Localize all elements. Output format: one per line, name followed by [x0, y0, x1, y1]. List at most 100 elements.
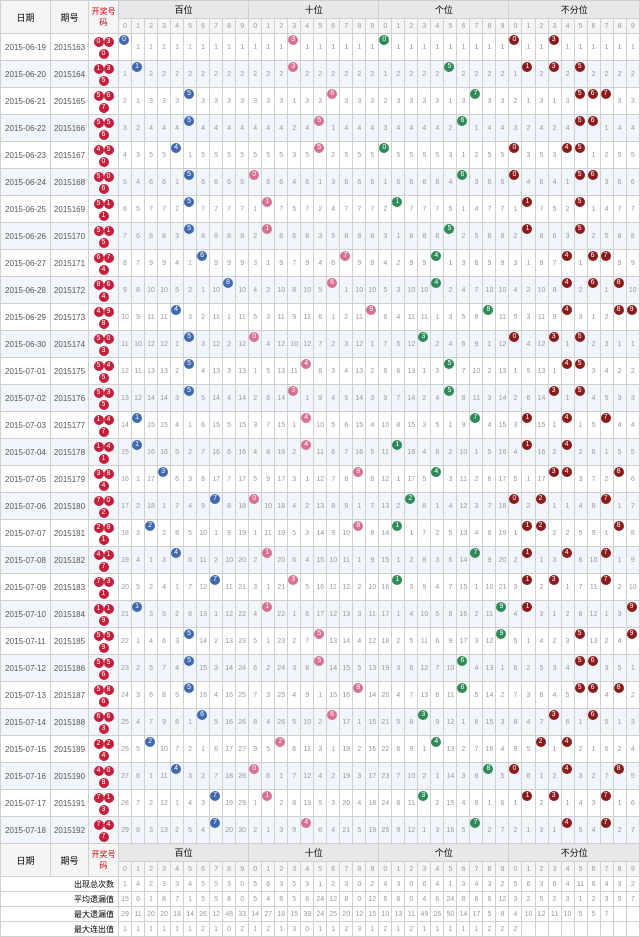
winning-ball: 7 [99, 427, 109, 437]
trend-cell: 21 [275, 574, 288, 601]
nopos-cell: 5 [535, 655, 548, 682]
nopos-cell: 4 [613, 412, 626, 439]
trend-cell: 1 [132, 601, 145, 628]
table-row: 2015-07-15201518922426521072161727952611… [1, 736, 640, 763]
stat-cell [587, 922, 600, 937]
hit-ball: 4 [301, 818, 311, 828]
trend-cell: 1 [262, 250, 275, 277]
nopos-cell: 6 [509, 655, 522, 682]
trend-cell: 7 [483, 493, 496, 520]
trend-cell: 18 [236, 493, 249, 520]
trend-cell: 0 [379, 142, 392, 169]
nopos-cell: 9 [613, 250, 626, 277]
trend-cell: 4 [262, 115, 275, 142]
trend-cell: 8 [158, 682, 171, 709]
trend-cell: 6 [288, 223, 301, 250]
trend-cell: 4 [496, 736, 509, 763]
trend-cell: 5 [470, 223, 483, 250]
nopos-cell: 1 [548, 412, 561, 439]
trend-cell: 1 [418, 736, 431, 763]
trend-cell: 16 [210, 439, 223, 466]
trend-cell: 1 [405, 34, 418, 61]
trend-cell: 10 [470, 358, 483, 385]
stat-cell: 12 [366, 892, 379, 907]
nopos-cell: 5 [626, 142, 639, 169]
nopos-cell: 4 [574, 493, 587, 520]
trend-cell: 10 [418, 601, 431, 628]
trend-cell: 19 [275, 520, 288, 547]
nopos-cell: 8 [535, 223, 548, 250]
issue-cell: 2015168 [51, 169, 89, 196]
nopos-cell: 2 [509, 223, 522, 250]
trend-cell: 5 [405, 628, 418, 655]
stat-cell: 48 [223, 907, 236, 922]
trend-cell: 4 [158, 115, 171, 142]
nopos-cell: 4 [600, 682, 613, 709]
winning-cell: 559 [89, 628, 119, 655]
trend-cell: 1 [171, 331, 184, 358]
trend-cell: 18 [223, 763, 236, 790]
trend-cell: 8 [353, 223, 366, 250]
digit-header-7: 7 [600, 862, 613, 877]
trend-cell: 4 [340, 115, 353, 142]
trend-cell: 7 [288, 250, 301, 277]
nopos-cell: 5 [600, 223, 613, 250]
trend-cell: 5 [444, 358, 457, 385]
nopos-cell: 11 [535, 304, 548, 331]
trend-cell: 8 [444, 601, 457, 628]
trend-cell: 7 [405, 196, 418, 223]
date-cell: 2015-06-22 [1, 115, 51, 142]
digit-header-8: 8 [353, 19, 366, 34]
nopos-cell: 2 [561, 61, 574, 88]
trend-cell: 6 [210, 736, 223, 763]
nopos-cell: 1 [522, 466, 535, 493]
stat-row: 出现总次数14233455305635312302430641343256364… [1, 877, 640, 892]
trend-cell: 4 [262, 331, 275, 358]
trend-cell: 14 [366, 682, 379, 709]
table-row: 2015-06-21201516556721333533333331336333… [1, 88, 640, 115]
digit-header-8: 8 [483, 19, 496, 34]
stat-cell: 15 [366, 907, 379, 922]
trend-cell: 6 [210, 169, 223, 196]
hit-ball: 1 [522, 224, 532, 234]
hit-ball: 0 [509, 764, 519, 774]
trend-cell: 2 [418, 61, 431, 88]
hit-ball: 3 [549, 791, 559, 801]
footer-nopos: 不分位 [509, 844, 640, 862]
trend-cell: 10 [405, 763, 418, 790]
hit-ball: 4 [562, 440, 572, 450]
trend-cell: 13 [496, 358, 509, 385]
winning-cell: 556 [89, 655, 119, 682]
date-cell: 2015-06-28 [1, 277, 51, 304]
winning-cell: 408 [89, 763, 119, 790]
trend-cell: 29 [119, 817, 132, 844]
nopos-cell: 3 [548, 385, 561, 412]
nopos-cell: 4 [535, 628, 548, 655]
hit-ball: 5 [575, 332, 585, 342]
trend-cell: 2 [171, 601, 184, 628]
stat-cell: 3 [483, 877, 496, 892]
trend-cell: 5 [184, 655, 197, 682]
trend-cell: 1 [444, 412, 457, 439]
stat-cell: 14 [457, 907, 470, 922]
nopos-cell: 5 [574, 169, 587, 196]
nopos-cell: 5 [561, 682, 574, 709]
nopos-cell: 7 [613, 196, 626, 223]
trend-cell: 2 [171, 196, 184, 223]
digit-header-6: 6 [457, 862, 470, 877]
stat-cell: 3 [561, 892, 574, 907]
nopos-cell: 3 [626, 709, 639, 736]
trend-cell: 28 [236, 763, 249, 790]
digit-header-3: 3 [548, 862, 561, 877]
nopos-cell: 10 [626, 277, 639, 304]
table-row: 2015-06-30201517450311101212153122120412… [1, 331, 640, 358]
trend-cell: 11 [301, 736, 314, 763]
nopos-cell: 3 [535, 601, 548, 628]
trend-cell: 8 [301, 223, 314, 250]
trend-cell: 15 [483, 709, 496, 736]
trend-cell: 11 [145, 304, 158, 331]
hit-ball: 3 [549, 35, 559, 45]
trend-cell: 7 [210, 817, 223, 844]
trend-cell: 2 [236, 61, 249, 88]
stat-cell: 39 [301, 907, 314, 922]
